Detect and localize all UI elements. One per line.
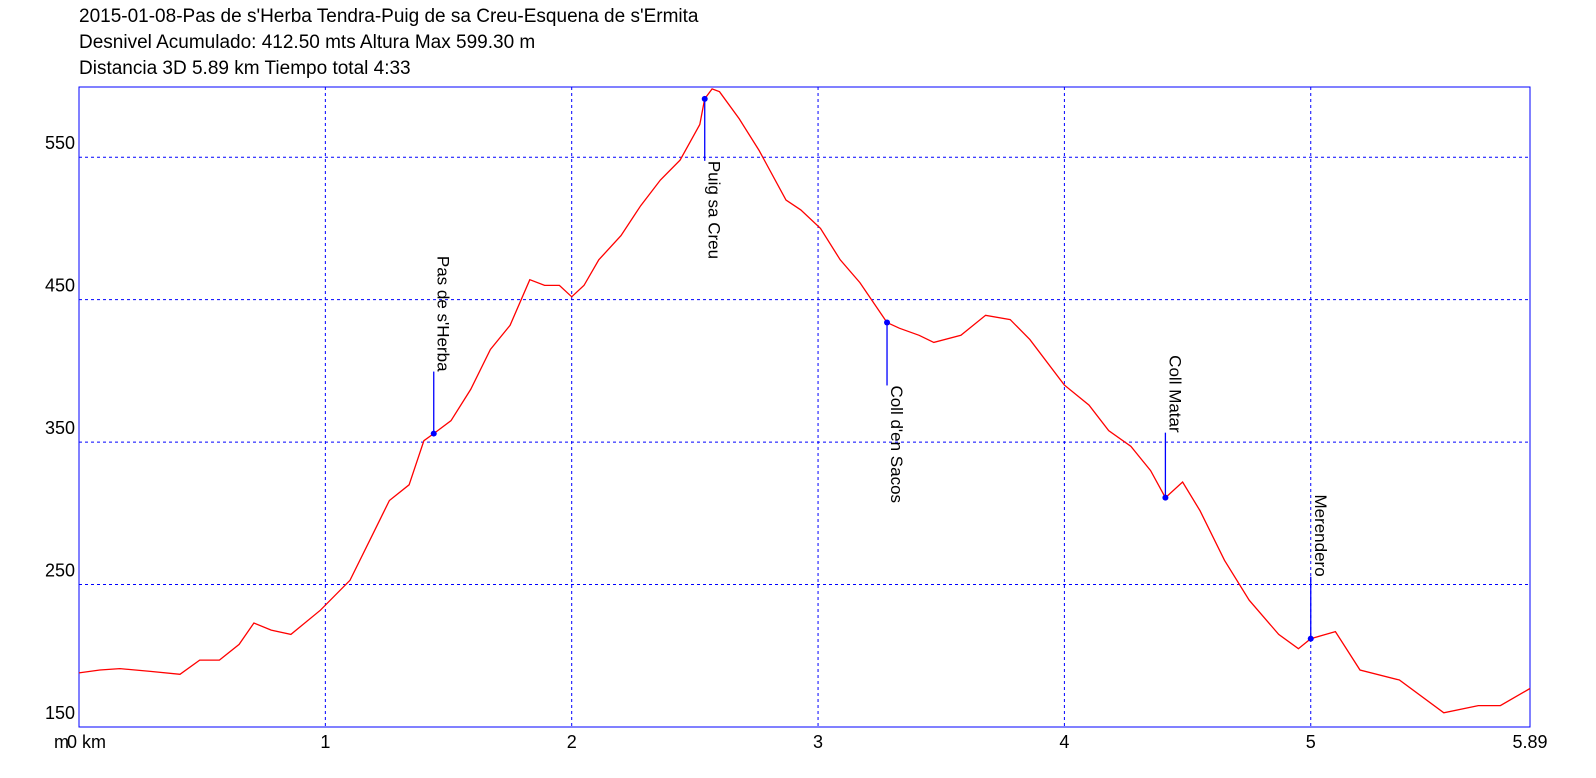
waypoint-marker (430, 430, 437, 437)
chart-subtitle: Distancia 3D 5.89 km Tiempo total 4:33 (79, 58, 411, 79)
waypoint-marker (884, 319, 891, 326)
x-tick-label: 0 km (67, 732, 106, 752)
x-tick-label: 5.89 (1512, 732, 1547, 752)
waypoint-label: Merendero (1311, 494, 1330, 576)
chart-subtitle: Desnivel Acumulado: 412.50 mts Altura Ma… (79, 32, 535, 53)
y-tick-label: 550 (45, 133, 75, 153)
waypoint-marker (1307, 635, 1314, 642)
plot-frame (78, 86, 1531, 728)
chart-title: 2015-01-08-Pas de s'Herba Tendra-Puig de… (79, 6, 699, 27)
elevation-line (78, 88, 1531, 714)
y-tick-label: 450 (45, 276, 75, 296)
x-tick-label: 4 (1059, 732, 1069, 752)
waypoint-label: Pas de s'Herba (434, 256, 453, 372)
y-axis-label: m (54, 732, 69, 752)
x-tick-label: 1 (320, 732, 330, 752)
waypoint-label: Puig sa Creu (705, 161, 724, 259)
y-tick-label: 150 (45, 703, 75, 723)
x-tick-label: 2 (567, 732, 577, 752)
y-tick-label: 350 (45, 418, 75, 438)
waypoint-marker (1162, 494, 1169, 501)
waypoint-marker (701, 95, 708, 102)
x-tick-label: 5 (1306, 732, 1316, 752)
x-tick-label: 3 (813, 732, 823, 752)
y-tick-label: 250 (45, 561, 75, 581)
waypoint-label: Coll Matar (1165, 355, 1184, 433)
waypoint-label: Coll d'en Sacos (887, 385, 906, 503)
